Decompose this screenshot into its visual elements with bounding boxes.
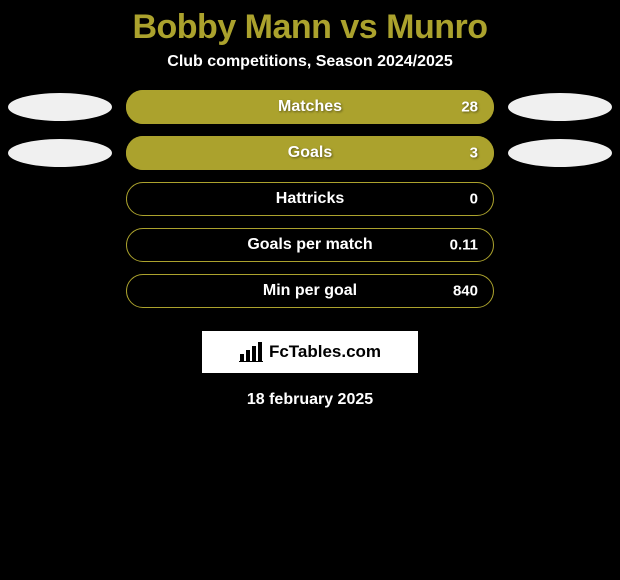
stat-row: Hattricks 0 [0, 181, 620, 217]
page-title: Bobby Mann vs Munro [0, 0, 620, 53]
stat-label: Goals [288, 144, 332, 162]
stat-value: 3 [470, 145, 478, 162]
stat-row: Goals 3 [0, 135, 620, 171]
stat-bar: Goals 3 [126, 136, 494, 170]
stat-row: Goals per match 0.11 [0, 227, 620, 263]
stat-label: Min per goal [263, 282, 357, 300]
stat-label: Goals per match [247, 236, 372, 254]
source-logo-text: FcTables.com [269, 342, 381, 362]
stat-value: 0.11 [450, 237, 478, 254]
stat-bar: Min per goal 840 [126, 274, 494, 308]
stat-value: 28 [461, 99, 478, 116]
stat-bar: Hattricks 0 [126, 182, 494, 216]
stat-bar: Goals per match 0.11 [126, 228, 494, 262]
stat-label: Matches [278, 98, 342, 116]
stat-row: Min per goal 840 [0, 273, 620, 309]
date-line: 18 february 2025 [0, 391, 620, 409]
stat-bar: Matches 28 [126, 90, 494, 124]
stat-value: 0 [470, 191, 478, 208]
right-player-ellipse [508, 93, 612, 121]
left-player-ellipse [8, 139, 112, 167]
comparison-infographic: Bobby Mann vs Munro Club competitions, S… [0, 0, 620, 580]
source-logo: FcTables.com [202, 331, 418, 373]
stat-rows: Matches 28 Goals 3 Hattricks 0 Goals per match… [0, 89, 620, 309]
barchart-icon [239, 342, 263, 362]
stat-value: 840 [453, 283, 478, 300]
subtitle: Club competitions, Season 2024/2025 [0, 53, 620, 89]
stat-row: Matches 28 [0, 89, 620, 125]
left-player-ellipse [8, 93, 112, 121]
right-player-ellipse [508, 139, 612, 167]
stat-label: Hattricks [276, 190, 344, 208]
